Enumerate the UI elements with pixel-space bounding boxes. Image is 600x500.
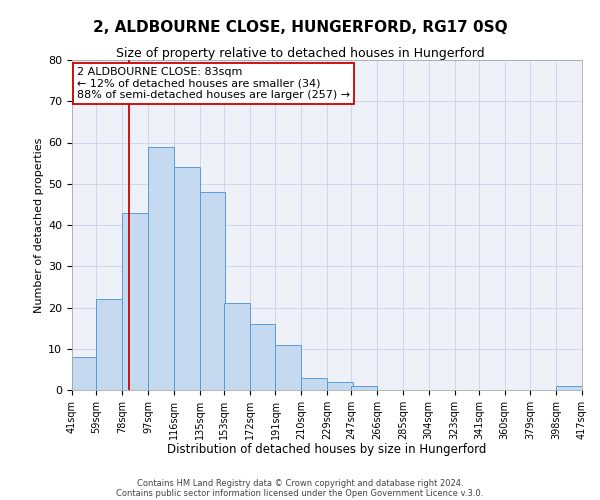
X-axis label: Distribution of detached houses by size in Hungerford: Distribution of detached houses by size … xyxy=(167,444,487,456)
Bar xyxy=(199,192,225,390)
Bar xyxy=(275,344,301,390)
Text: Size of property relative to detached houses in Hungerford: Size of property relative to detached ho… xyxy=(116,48,484,60)
Text: 2, ALDBOURNE CLOSE, HUNGERFORD, RG17 0SQ: 2, ALDBOURNE CLOSE, HUNGERFORD, RG17 0SQ xyxy=(92,20,508,35)
Y-axis label: Number of detached properties: Number of detached properties xyxy=(34,138,44,312)
Bar xyxy=(301,378,327,390)
Bar xyxy=(224,304,250,390)
Text: Contains public sector information licensed under the Open Government Licence v.: Contains public sector information licen… xyxy=(116,488,484,498)
Bar xyxy=(352,386,377,390)
Text: 2 ALDBOURNE CLOSE: 83sqm
← 12% of detached houses are smaller (34)
88% of semi-d: 2 ALDBOURNE CLOSE: 83sqm ← 12% of detach… xyxy=(77,66,350,100)
Bar xyxy=(250,324,275,390)
Bar xyxy=(122,212,148,390)
Bar xyxy=(72,357,98,390)
Bar xyxy=(148,146,174,390)
Bar xyxy=(97,299,122,390)
Bar xyxy=(174,167,199,390)
Bar xyxy=(327,382,353,390)
Text: Contains HM Land Registry data © Crown copyright and database right 2024.: Contains HM Land Registry data © Crown c… xyxy=(137,478,463,488)
Bar xyxy=(556,386,582,390)
